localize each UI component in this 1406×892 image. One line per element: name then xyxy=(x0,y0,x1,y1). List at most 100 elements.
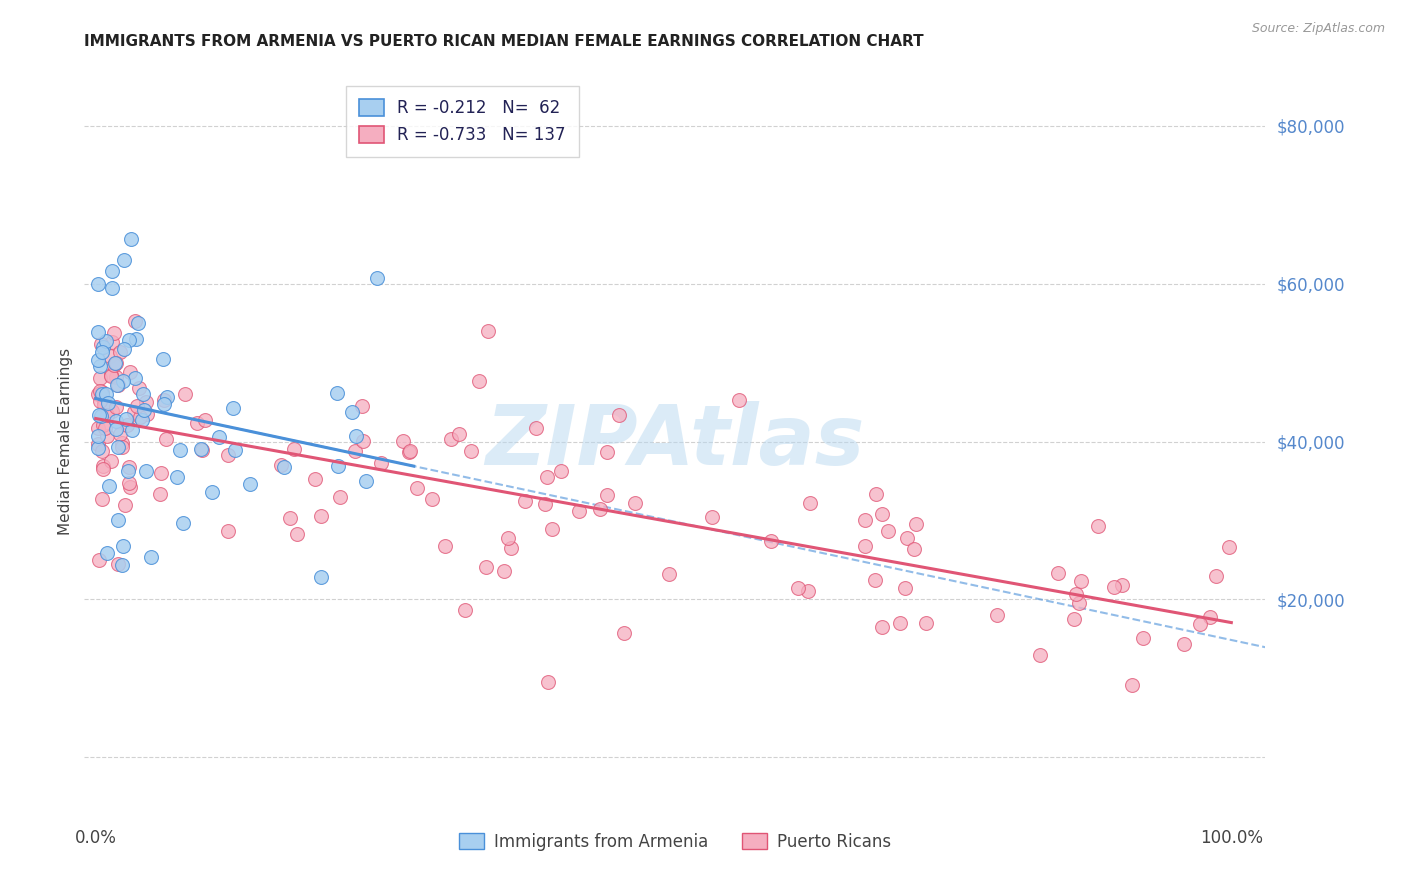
Point xyxy=(89,408,111,422)
Point xyxy=(111,558,134,573)
Point xyxy=(108,345,131,359)
Point xyxy=(166,470,188,484)
Point xyxy=(499,541,522,555)
Point xyxy=(131,413,153,427)
Point xyxy=(87,277,110,291)
Point xyxy=(1111,578,1133,592)
Point xyxy=(353,434,375,449)
Point xyxy=(134,403,156,417)
Point xyxy=(454,603,477,617)
Point xyxy=(208,430,231,444)
Point xyxy=(596,445,619,459)
Point xyxy=(149,466,172,480)
Point xyxy=(156,391,179,405)
Point xyxy=(91,459,114,474)
Point xyxy=(853,513,876,527)
Point xyxy=(172,516,194,530)
Point xyxy=(700,510,723,524)
Point xyxy=(903,542,925,557)
Point xyxy=(1067,596,1090,610)
Point xyxy=(433,539,456,553)
Point xyxy=(896,531,918,545)
Point xyxy=(366,271,388,285)
Point xyxy=(91,461,114,475)
Point xyxy=(1173,636,1195,650)
Point xyxy=(613,626,636,640)
Point xyxy=(405,482,427,496)
Point xyxy=(194,413,217,427)
Point xyxy=(111,539,134,553)
Point xyxy=(93,398,115,412)
Text: Source: ZipAtlas.com: Source: ZipAtlas.com xyxy=(1251,22,1385,36)
Point xyxy=(149,486,172,500)
Point xyxy=(139,549,162,564)
Point xyxy=(174,387,197,401)
Point xyxy=(239,477,262,491)
Point xyxy=(103,326,125,340)
Point xyxy=(155,433,177,447)
Point xyxy=(105,378,128,392)
Point xyxy=(201,484,224,499)
Point xyxy=(105,414,128,428)
Point xyxy=(87,437,110,451)
Point xyxy=(118,476,141,491)
Point xyxy=(278,511,301,525)
Point xyxy=(120,232,142,246)
Point xyxy=(420,492,443,507)
Point xyxy=(536,470,558,484)
Point xyxy=(460,443,482,458)
Point xyxy=(108,427,131,442)
Point xyxy=(132,387,155,401)
Point xyxy=(1121,678,1143,692)
Point xyxy=(1189,616,1212,631)
Point xyxy=(1218,540,1240,554)
Point xyxy=(876,524,898,538)
Point xyxy=(222,401,245,416)
Point xyxy=(100,368,122,383)
Point xyxy=(105,422,128,436)
Point xyxy=(356,474,378,488)
Point xyxy=(91,340,114,354)
Point xyxy=(120,365,142,379)
Point xyxy=(87,420,110,434)
Point xyxy=(94,387,117,401)
Point xyxy=(1087,518,1109,533)
Point xyxy=(90,409,112,424)
Point xyxy=(118,480,141,494)
Point xyxy=(117,464,139,478)
Point xyxy=(135,395,157,409)
Point xyxy=(273,460,295,475)
Point xyxy=(328,490,350,504)
Point xyxy=(98,479,121,493)
Point xyxy=(392,434,415,449)
Point xyxy=(91,417,114,432)
Point xyxy=(865,487,887,501)
Point xyxy=(97,396,120,410)
Point xyxy=(191,442,214,457)
Point xyxy=(152,352,174,367)
Point xyxy=(217,448,239,462)
Point xyxy=(550,464,572,478)
Point xyxy=(129,410,152,425)
Point xyxy=(117,418,139,433)
Point xyxy=(87,325,110,339)
Point xyxy=(904,517,927,532)
Point xyxy=(889,615,911,630)
Point xyxy=(328,458,350,473)
Point xyxy=(340,405,363,419)
Point xyxy=(1132,631,1154,645)
Point xyxy=(94,334,117,348)
Point xyxy=(125,332,148,346)
Point xyxy=(727,392,749,407)
Point xyxy=(127,316,149,330)
Point xyxy=(986,607,1008,622)
Point xyxy=(447,426,470,441)
Y-axis label: Median Female Earnings: Median Female Earnings xyxy=(58,348,73,535)
Point xyxy=(370,456,392,470)
Point xyxy=(114,411,136,425)
Point xyxy=(111,435,134,450)
Point xyxy=(1064,587,1087,601)
Point xyxy=(494,564,516,578)
Point xyxy=(1205,569,1227,583)
Point xyxy=(112,252,135,267)
